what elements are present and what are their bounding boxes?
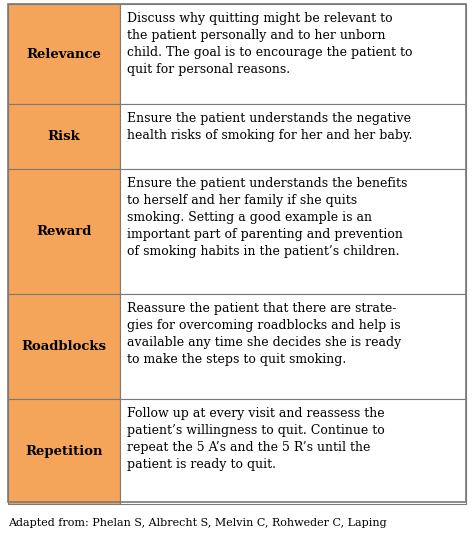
Bar <box>8 4 120 104</box>
Text: Risk: Risk <box>47 130 81 143</box>
Bar <box>8 399 120 504</box>
Bar <box>8 169 120 294</box>
Bar <box>8 294 120 399</box>
Text: Reassure the patient that there are strate-
gies for overcoming roadblocks and h: Reassure the patient that there are stra… <box>127 302 401 366</box>
Bar <box>120 294 466 399</box>
Bar <box>8 104 120 169</box>
Text: Relevance: Relevance <box>27 47 101 60</box>
Text: Reward: Reward <box>36 225 91 238</box>
Text: Ensure the patient understands the benefits
to herself and her family if she qui: Ensure the patient understands the benef… <box>127 177 407 258</box>
Bar <box>120 399 466 504</box>
Text: Adapted from: Phelan S, Albrecht S, Melvin C, Rohweder C, Laping: Adapted from: Phelan S, Albrecht S, Melv… <box>8 518 387 528</box>
Bar <box>120 169 466 294</box>
Text: Discuss why quitting might be relevant to
the patient personally and to her unbo: Discuss why quitting might be relevant t… <box>127 12 412 76</box>
Bar <box>120 104 466 169</box>
Bar <box>120 4 466 104</box>
Text: Repetition: Repetition <box>25 445 103 458</box>
Text: Ensure the patient understands the negative
health risks of smoking for her and : Ensure the patient understands the negat… <box>127 112 412 142</box>
Text: Roadblocks: Roadblocks <box>21 340 107 353</box>
Text: Follow up at every visit and reassess the
patient’s willingness to quit. Continu: Follow up at every visit and reassess th… <box>127 407 385 471</box>
